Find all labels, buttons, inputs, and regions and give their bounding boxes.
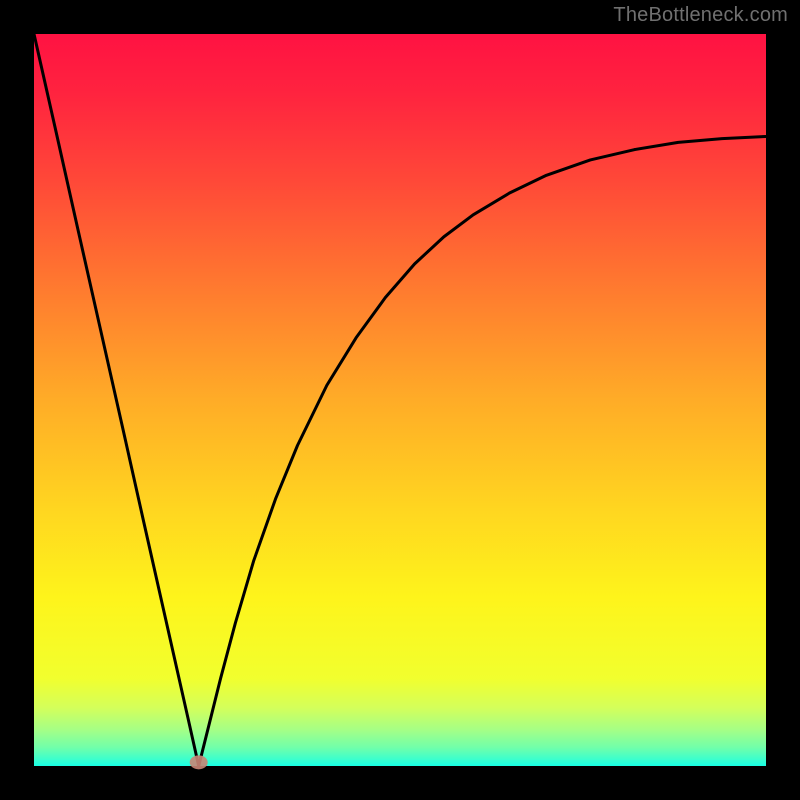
watermark-text: TheBottleneck.com [613, 4, 788, 27]
chart-plot-area [34, 34, 766, 766]
bottleneck-curve [34, 34, 766, 766]
minimum-marker [190, 755, 208, 769]
chart-svg-layer [34, 34, 766, 766]
